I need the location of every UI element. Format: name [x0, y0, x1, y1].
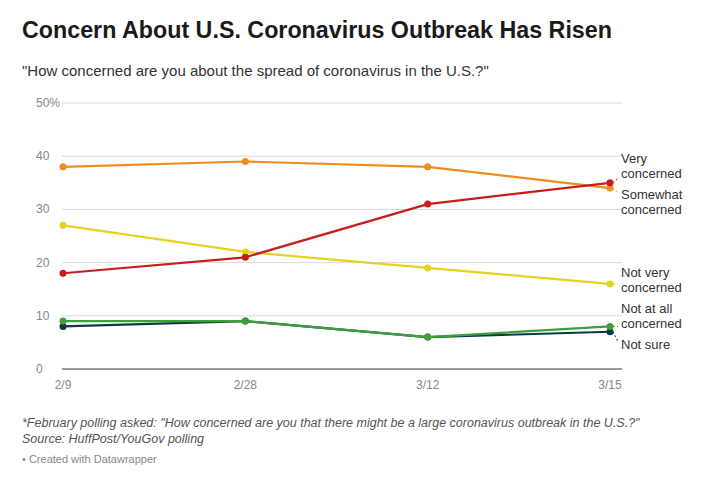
series-label: Not at allconcerned — [621, 301, 682, 331]
point — [242, 158, 249, 165]
title: Concern About U.S. Coronavirus Outbreak … — [22, 17, 612, 43]
series-label-line: Not at all — [621, 301, 672, 316]
series-label-line: concerned — [621, 166, 682, 181]
point — [60, 318, 67, 325]
line — [63, 321, 610, 337]
grid-line — [62, 103, 622, 104]
line — [63, 183, 610, 273]
baseline — [62, 369, 622, 370]
series-label: Somewhatconcerned — [621, 187, 683, 217]
point — [242, 318, 249, 325]
series — [60, 318, 614, 341]
series-label-line: Not very — [621, 265, 670, 280]
series-label-line: concerned — [621, 316, 682, 331]
y-tick-label: 30 — [36, 202, 50, 216]
note: Source: HuffPost/YouGov polling — [22, 432, 204, 446]
point — [424, 334, 431, 341]
grid-line — [62, 315, 622, 316]
label-leader — [613, 326, 618, 327]
plot-area — [60, 158, 614, 341]
chart: Concern About U.S. Coronavirus Outbreak … — [0, 0, 720, 495]
point — [424, 264, 431, 271]
series-label: Veryconcerned — [621, 151, 682, 181]
series-label-line: Somewhat — [621, 187, 683, 202]
series — [60, 318, 614, 341]
line — [63, 225, 610, 284]
y-tick-label: 40 — [36, 149, 50, 163]
grid-line — [62, 262, 622, 263]
label-leader — [613, 283, 618, 284]
series — [60, 158, 614, 192]
x-tick-label: 3/15 — [598, 378, 622, 392]
point — [60, 163, 67, 170]
point — [242, 318, 249, 325]
series-labels: VeryconcernedSomewhatconcernedNot veryco… — [613, 151, 683, 351]
series-label: Not veryconcerned — [621, 265, 682, 295]
point — [242, 254, 249, 261]
credit: • Created with Datawrapper — [22, 453, 157, 465]
point — [60, 270, 67, 277]
line — [63, 162, 610, 189]
point — [607, 323, 614, 330]
y-tick-label: 20 — [36, 256, 50, 270]
series-label-line: Not sure — [621, 337, 670, 352]
y-tick-label: 0 — [36, 362, 43, 376]
label-leader — [613, 178, 618, 182]
line — [63, 321, 610, 337]
point — [424, 201, 431, 208]
point — [60, 222, 67, 229]
series-label-line: concerned — [621, 280, 682, 295]
series-label: Not sure — [621, 337, 670, 352]
note: *February polling asked: "How concerned … — [22, 416, 640, 430]
label-leader — [613, 332, 618, 342]
y-tick-label: 50% — [36, 96, 60, 110]
point — [607, 179, 614, 186]
x-tick-label: 2/9 — [55, 378, 72, 392]
y-tick-label: 10 — [36, 309, 50, 323]
grid-line — [62, 209, 622, 210]
x-tick-label: 3/12 — [416, 378, 440, 392]
point — [424, 163, 431, 170]
series — [60, 179, 614, 276]
series-label-line: Very — [621, 151, 648, 166]
grid — [62, 103, 622, 369]
subtitle: "How concerned are you about the spread … — [22, 62, 489, 79]
point — [424, 334, 431, 341]
label-leader — [613, 188, 618, 192]
series-label-line: concerned — [621, 202, 682, 217]
point — [607, 280, 614, 287]
grid-line — [62, 156, 622, 157]
x-tick-label: 2/28 — [234, 378, 258, 392]
